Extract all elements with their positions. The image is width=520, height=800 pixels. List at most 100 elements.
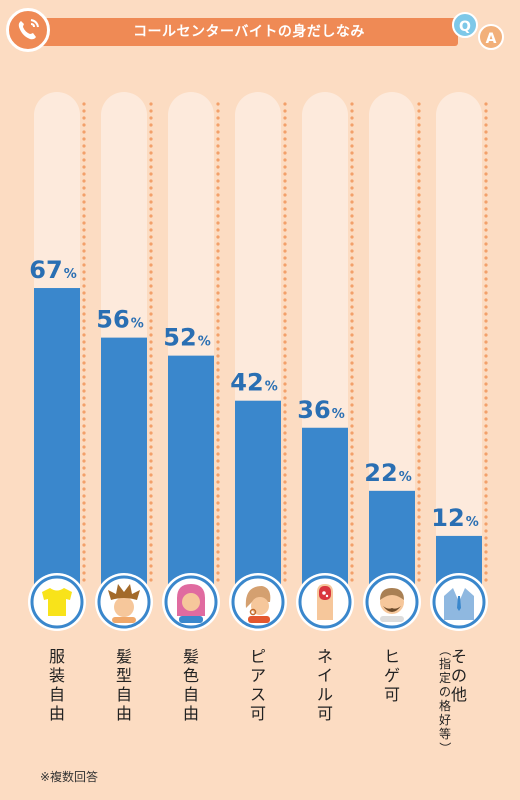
data-label: 36% xyxy=(297,396,344,424)
shadow-dot xyxy=(484,116,488,120)
shadow-dot xyxy=(149,550,153,554)
shadow-dot xyxy=(216,522,220,526)
shadow-dot xyxy=(216,571,220,575)
shadow-dot xyxy=(484,200,488,204)
shadow-dot xyxy=(484,501,488,505)
shadow-dot xyxy=(216,158,220,162)
shadow-dot xyxy=(417,221,421,225)
shadow-dot xyxy=(417,571,421,575)
shadow-dot xyxy=(149,536,153,540)
shadow-dot xyxy=(484,487,488,491)
shadow-dot xyxy=(350,151,354,155)
shadow-dot xyxy=(216,151,220,155)
shadow-dot xyxy=(149,207,153,211)
shadow-dot xyxy=(484,508,488,512)
shadow-dot xyxy=(417,291,421,295)
shadow-dot xyxy=(350,228,354,232)
shadow-dot xyxy=(350,319,354,323)
shadow-dot xyxy=(484,361,488,365)
shadow-dot xyxy=(149,158,153,162)
shadow-dot xyxy=(216,361,220,365)
shadow-dot xyxy=(216,165,220,169)
shadow-dot xyxy=(417,431,421,435)
shadow-dot xyxy=(484,305,488,309)
shadow-dot xyxy=(283,109,287,113)
nail-icon xyxy=(317,584,333,620)
shadow-dot xyxy=(216,172,220,176)
shadow-dot xyxy=(149,249,153,253)
shadow-dot xyxy=(417,270,421,274)
shadow-dot xyxy=(216,228,220,232)
shadow-dot xyxy=(417,284,421,288)
shadow-dot xyxy=(216,564,220,568)
shadow-dot xyxy=(417,578,421,582)
shadow-dot xyxy=(350,172,354,176)
shadow-dot xyxy=(417,256,421,260)
shadow-dot xyxy=(417,305,421,309)
shadow-dot xyxy=(417,193,421,197)
shadow-dot xyxy=(350,403,354,407)
shadow-dot xyxy=(484,452,488,456)
category-label-char: 由 xyxy=(183,704,199,723)
shadow-dot xyxy=(350,235,354,239)
shadow-dot xyxy=(149,172,153,176)
shadow-dot xyxy=(82,193,86,197)
shadow-dot xyxy=(82,529,86,533)
beard-icon xyxy=(380,588,404,622)
shadow-dot xyxy=(216,123,220,127)
shadow-dot xyxy=(82,144,86,148)
shirt-icon xyxy=(42,588,72,616)
shadow-dot xyxy=(417,277,421,281)
shadow-dot xyxy=(350,102,354,106)
shadow-dot xyxy=(283,529,287,533)
shadow-dot xyxy=(149,109,153,113)
shadow-dot xyxy=(484,242,488,246)
shadow-dot xyxy=(216,459,220,463)
shadow-dot xyxy=(283,557,287,561)
shadow-dot xyxy=(350,515,354,519)
shadow-dot xyxy=(350,396,354,400)
shadow-dot xyxy=(216,417,220,421)
shadow-dot xyxy=(82,319,86,323)
bar xyxy=(235,400,281,590)
shadow-dot xyxy=(82,249,86,253)
shadow-dot xyxy=(216,186,220,190)
category-label-char: 可 xyxy=(250,704,266,723)
shadow-dot xyxy=(149,151,153,155)
shadow-dot xyxy=(417,445,421,449)
shadow-dot xyxy=(149,515,153,519)
shadow-dot xyxy=(484,319,488,323)
shadow-dot xyxy=(149,431,153,435)
shadow-dot xyxy=(216,473,220,477)
shadow-dot xyxy=(350,207,354,211)
shadow-dot xyxy=(484,410,488,414)
shadow-dot xyxy=(350,137,354,141)
shadow-dot xyxy=(350,445,354,449)
shadow-dot xyxy=(82,277,86,281)
shadow-dot xyxy=(283,522,287,526)
shadow-dot xyxy=(283,270,287,274)
shadow-dot xyxy=(350,291,354,295)
category-label-char: ル xyxy=(317,685,333,704)
shadow-dot xyxy=(484,396,488,400)
shadow-dot xyxy=(283,137,287,141)
page-title: コールセンターバイトの身だしなみ xyxy=(133,24,365,40)
shadow-dot xyxy=(283,151,287,155)
shadow-dot xyxy=(82,438,86,442)
shadow-dot xyxy=(82,214,86,218)
shadow-dot xyxy=(149,179,153,183)
shadow-dot xyxy=(283,186,287,190)
bar-track xyxy=(436,92,482,590)
bar xyxy=(101,337,147,590)
shadow-dot xyxy=(484,235,488,239)
shadow-dot xyxy=(350,354,354,358)
shadow-dot xyxy=(283,312,287,316)
shadow-dot xyxy=(216,375,220,379)
category-note-char: の xyxy=(439,685,451,699)
category-label-char: 自 xyxy=(116,685,132,704)
shadow-dot xyxy=(149,123,153,127)
shadow-dot xyxy=(216,368,220,372)
shadow-dot xyxy=(484,186,488,190)
shadow-dot xyxy=(417,452,421,456)
